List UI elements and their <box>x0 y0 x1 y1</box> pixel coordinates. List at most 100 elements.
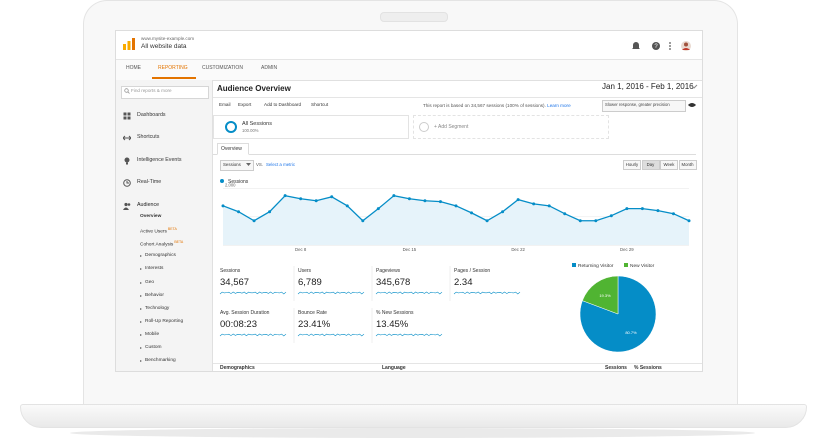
audience-item[interactable]: Overview <box>140 214 162 219</box>
audience-item[interactable]: Cohort AnalysisBETA <box>140 240 184 248</box>
pie-slice <box>582 275 619 315</box>
metric-label: Pages / Session <box>454 268 491 274</box>
series-point <box>656 209 660 213</box>
audience-item[interactable]: Benchmarking <box>145 358 176 364</box>
learn-more[interactable]: Learn more <box>547 103 571 108</box>
series-point <box>268 210 272 214</box>
property-name[interactable]: All website data <box>141 43 187 50</box>
series-point <box>532 202 536 206</box>
series-point <box>563 212 567 216</box>
sidebar-item[interactable]: Audience <box>137 202 160 208</box>
x-tick-label: Dec 15 <box>403 247 417 252</box>
metric-select[interactable] <box>220 160 254 171</box>
expand-arrow <box>140 347 142 349</box>
sidebar-item[interactable]: Real-Time <box>137 179 162 185</box>
segment-card[interactable] <box>213 115 409 139</box>
pie-label: 80.7% <box>625 330 637 335</box>
audience-item[interactable]: Geo <box>145 279 155 285</box>
report-action[interactable]: Add to Dashboard <box>264 102 302 107</box>
sparkline <box>219 333 287 337</box>
x-tick-label: Dec 8 <box>295 247 307 252</box>
sidebar-item[interactable]: Dashboards <box>137 112 166 118</box>
series-point <box>299 197 303 201</box>
series-point <box>283 194 287 198</box>
series-point <box>454 204 458 208</box>
notice-count: 34,567 <box>471 103 486 108</box>
add-segment[interactable]: + Add Segment <box>434 124 469 130</box>
granularity-label: Hourly <box>625 162 639 167</box>
audience-item[interactable]: Active UsersBETA <box>140 227 177 235</box>
eye-icon[interactable] <box>687 101 697 109</box>
report-action[interactable]: Export <box>238 102 252 107</box>
audience-item[interactable]: Demographics <box>145 253 176 259</box>
select-metric[interactable]: Select a metric <box>266 162 296 167</box>
audience-item[interactable]: Behavior <box>145 292 164 298</box>
granularity-button[interactable] <box>641 160 660 170</box>
sparkline <box>297 333 365 337</box>
series-point <box>314 199 318 203</box>
nav-tab[interactable]: REPORTING <box>158 65 188 71</box>
granularity-button[interactable] <box>660 160 678 170</box>
pct-sessions-heading: % Sessions <box>634 365 662 371</box>
expand-arrow <box>140 281 142 284</box>
expand-arrow <box>140 360 142 363</box>
metric-label: Bounce Rate <box>298 310 327 316</box>
granularity-label: Month <box>681 162 694 167</box>
series-point <box>609 214 613 218</box>
sparkline <box>219 291 287 295</box>
report-action[interactable]: Email <box>219 102 231 107</box>
series-point <box>221 204 225 208</box>
camera <box>380 12 448 22</box>
precision-label: Slower response, greater precision <box>605 102 670 107</box>
notice-prefix: This report is based on <box>423 103 470 108</box>
sparkline <box>375 333 443 337</box>
metric-value: 00:08:23 <box>220 319 257 330</box>
search-icon <box>124 88 130 94</box>
nav-tab[interactable]: CUSTOMIZATION <box>202 65 243 71</box>
date-range[interactable]: Jan 1, 2016 - Feb 1, 2016 <box>602 82 694 91</box>
expand-arrow <box>140 268 142 271</box>
report-action[interactable]: Shortcut <box>311 102 329 107</box>
y-tick-label: 2,000 <box>225 183 236 188</box>
legend-label: Sessions <box>228 179 249 185</box>
date-dropdown[interactable] <box>690 84 698 90</box>
overview-tab[interactable] <box>217 143 249 155</box>
series-area <box>223 195 689 245</box>
sidebar-icon <box>124 157 130 165</box>
series-point <box>485 219 489 223</box>
audience-item[interactable]: Mobile <box>145 331 160 337</box>
series-point <box>687 219 691 223</box>
audience-item[interactable]: Interests <box>145 266 164 272</box>
nav-tab[interactable]: HOME <box>126 65 141 71</box>
audience-item[interactable]: Roll-Up Reporting <box>145 318 184 324</box>
beta-badge: BETA <box>174 240 184 245</box>
metric-label: Users <box>298 268 312 274</box>
sidebar-item[interactable]: Intelligence Events <box>137 157 182 163</box>
divider <box>213 97 702 98</box>
header-icons: ? <box>632 41 691 51</box>
search-box[interactable] <box>121 86 209 99</box>
granularity-button[interactable] <box>678 160 697 170</box>
sessions-heading: Sessions <box>605 365 627 371</box>
nav-tab[interactable]: ADMIN <box>261 65 278 71</box>
series-point <box>470 211 474 215</box>
legend-swatch <box>572 263 576 267</box>
audience-item[interactable]: Technology <box>145 305 170 311</box>
series-point <box>423 199 427 203</box>
metric-value: 34,567 <box>220 277 250 288</box>
sidebar-item[interactable]: Shortcuts <box>137 134 160 140</box>
audience-item[interactable]: Custom <box>145 345 162 350</box>
granularity-label: Day <box>646 162 655 167</box>
metric-label: Sessions <box>220 268 241 274</box>
laptop-base <box>20 404 807 428</box>
add-segment-card[interactable] <box>413 115 609 139</box>
series-point <box>547 204 551 208</box>
laptop-shadow <box>70 428 755 438</box>
series-point <box>407 197 411 201</box>
precision-select[interactable] <box>602 100 686 112</box>
segment-ring <box>225 121 237 133</box>
sidebar <box>116 80 213 371</box>
metric-label: Avg. Session Duration <box>220 310 270 316</box>
granularity-button[interactable] <box>623 160 641 170</box>
